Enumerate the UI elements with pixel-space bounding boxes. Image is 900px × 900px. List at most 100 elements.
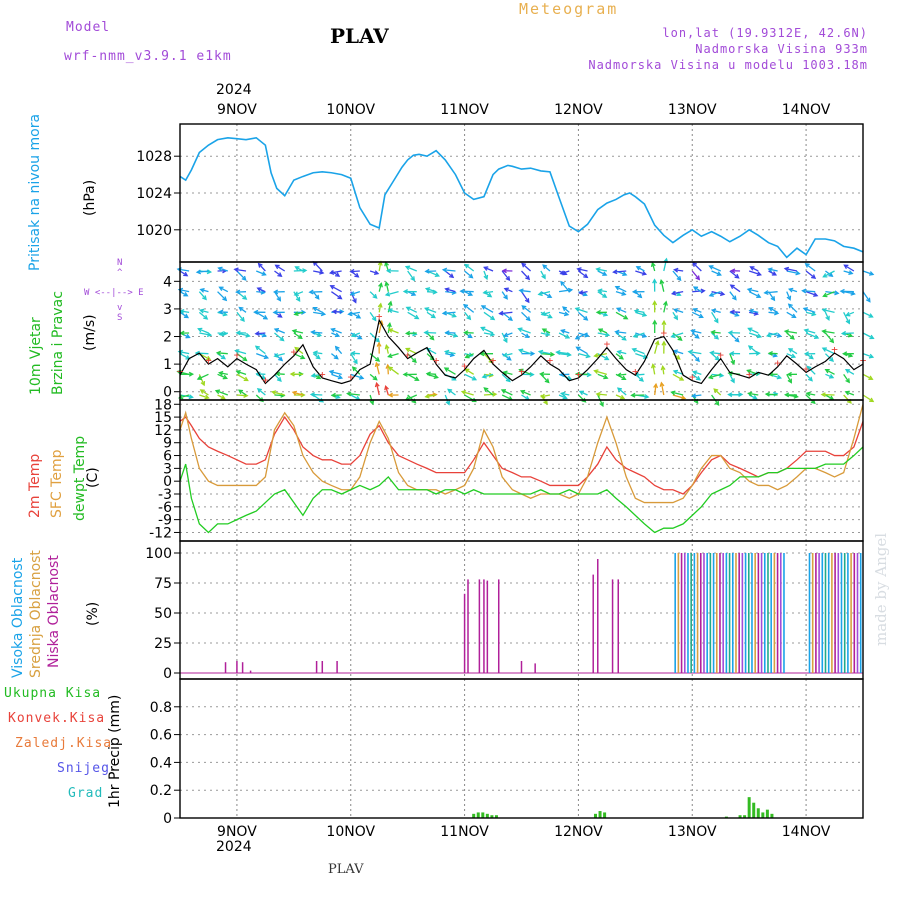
wind-arrow [199,394,209,399]
wind-arrow [407,311,419,320]
precip-bar [738,815,742,818]
wind-arrow-head [235,369,241,375]
wind-arrow-head [729,351,735,357]
y-tick-label: -12 [149,525,172,541]
wind-arrow-head [541,328,547,333]
wind-arrow-head [783,329,790,335]
wind-arrow [236,353,247,362]
model-elevation-label: Nadmorska Visina u modelu 1003.18m [588,58,868,72]
wind-arrow [274,332,284,342]
wind-arrow-head [482,289,488,295]
wind-arrow-head [700,288,706,294]
wind-arrow-head [770,296,776,302]
wind-arrow [385,262,389,272]
wind-arrow-head [615,307,622,312]
wind-arrow-head [593,352,599,358]
wind-arrow [766,393,778,396]
wind-arrow [445,350,456,355]
wind-arrow [236,370,247,375]
wind-arrow-head [563,311,570,317]
wind-arrow [236,270,247,281]
wind-arrow [671,332,684,338]
wind-arrow-head [670,333,676,339]
day-label-top: 11NOV [440,102,489,118]
wind-arrow-head [828,357,834,362]
wind-arrow [713,388,722,396]
wind-arrow [730,284,741,293]
dewpt-line [179,446,864,534]
wind-arrow-head [183,291,189,297]
wind-arrow [823,291,835,297]
wind-arrow-head [616,349,622,355]
wind-arrow-head [295,296,301,303]
credit-label: made by Angel [872,532,890,646]
wind-arrow-head [663,300,668,306]
wind-arrow-head [199,287,205,293]
wind-sublabel: Brzina i Pravac [50,291,66,395]
wind-arrow [501,394,513,401]
wind-arrow-head [519,389,526,395]
wind-arrow-head [537,291,543,297]
compass-up: ^ [117,268,123,278]
wind-arrow [521,262,532,272]
sfc-temp-line [179,404,864,504]
wind-arrow-head [273,353,279,358]
wind-arrow-head [238,306,244,312]
wind-arrow [378,283,382,292]
wind-arrow [256,373,266,375]
wind-arrow [426,373,437,375]
day-label-bottom: 10NOV [326,824,375,840]
wind-arrow-head [297,334,303,340]
wind-arrow [445,288,456,293]
wind-arrow-head [680,395,687,400]
wind-arrow [558,332,570,339]
wind-arrow [596,393,607,396]
wind-arrow-head [672,369,679,375]
wind-arrow [350,291,361,296]
wind-arrow [443,269,456,272]
wind-arrow-head [354,272,360,278]
wind-arrow [784,267,798,272]
y-tick-label: 25 [154,636,172,652]
wind-arrow [335,346,343,355]
wind-arrow-head [708,265,714,270]
wind-arrow [785,330,798,334]
wind-arrow-head [869,334,875,340]
model-label: Model [66,20,111,35]
wind-arrow-head [506,355,512,361]
wind-arrow [332,310,342,313]
day-label-top: 14NOV [782,102,831,118]
wind-arrow-head [222,311,228,317]
wind-arrow [444,270,454,278]
wind-arrow [651,262,656,272]
wind-arrow-head [808,376,813,382]
wind-arrow [862,353,874,358]
wind-arrow [805,270,816,279]
wind-arrow-head [241,275,247,281]
wind-arrow-head [387,366,393,372]
wind-arrow-head [821,329,827,335]
wind-arrow-head [329,285,335,290]
wind-arrow-head [562,394,568,400]
precip-bar [603,812,607,818]
wind-arrow-head [194,350,200,356]
wind-arrow-head [350,332,357,338]
wind-arrow [483,270,488,280]
wind-arrow [749,309,759,313]
gust-marker: + [632,365,639,378]
wind-arrow [711,270,721,276]
wind-arrow-head [621,375,627,381]
wind-arrow-head [202,295,207,301]
wind-arrow-head [747,391,753,397]
wind-arrow-head [786,295,792,301]
wind-arrow-head [614,285,620,291]
wind-arrow-head [185,333,191,339]
wind-arrow [806,366,816,375]
temp2m-label: 2m Temp [27,453,43,518]
precip-bar [598,811,602,818]
wind-arrow-head [821,347,827,352]
wind-arrow [541,394,551,398]
wind-arrow-head [622,271,628,277]
wind-arrow [369,291,378,299]
wind-arrow-head [644,394,650,400]
